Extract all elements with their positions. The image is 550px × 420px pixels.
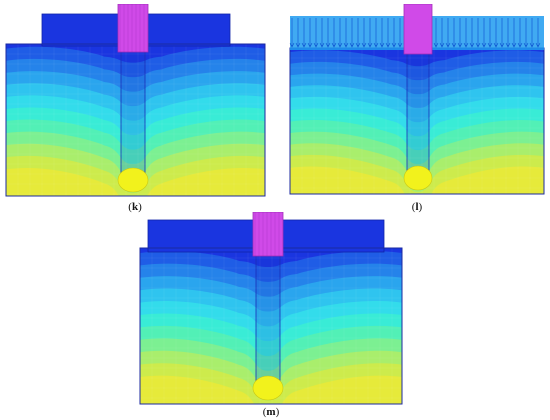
load-arrow [487,18,493,48]
caption-l: (l) [411,201,423,213]
contour-plot-k [5,4,266,197]
load-arrow [337,18,343,48]
load-arrow [343,18,349,48]
contour-band [6,44,265,63]
load-arrow [439,18,445,48]
load-arrow [391,18,397,48]
load-arrow [445,18,451,48]
pile-tip-bulb [252,375,284,401]
load-arrow [451,18,457,48]
load-arrow [493,18,499,48]
load-arrow [355,18,361,48]
load-arrow [475,18,481,48]
load-arrow [331,18,337,48]
load-arrow [319,18,325,48]
load-arrow [505,18,511,48]
load-arrow [523,18,529,48]
load-arrow [325,18,331,48]
contour-plot-m [139,212,403,405]
load-arrow [307,18,313,48]
load-arrow [517,18,523,48]
soil-contours [6,44,265,196]
load-arrow [529,18,535,48]
load-arrow [397,18,403,48]
load-arrow [499,18,505,48]
load-arrow [367,18,373,48]
panel-l [288,4,546,198]
load-arrow [457,18,463,48]
load-arrow [463,18,469,48]
load-arrow [511,18,517,48]
panel-k [4,4,266,198]
load-arrow [313,18,319,48]
contour-band [140,248,402,267]
pile-shaft [406,48,430,173]
load-arrow [295,18,301,48]
contour-plot-l [289,4,545,195]
load-arrow [289,18,295,48]
load-arrow [349,18,355,48]
pile-cap [403,4,433,55]
load-arrow [535,18,541,48]
pile-tip-bulb [117,167,149,193]
load-arrow [301,18,307,48]
contour-band [290,48,544,67]
load-arrow [433,18,439,48]
soil-contours [290,48,544,194]
pile-shaft [120,44,146,175]
load-arrow [361,18,367,48]
panel-m [138,212,404,406]
load-arrow [481,18,487,48]
load-arrow [373,18,379,48]
load-arrow [385,18,391,48]
caption-m: (m) [262,406,280,418]
caption-k: (k) [128,201,142,213]
pile-cap [117,4,149,53]
load-arrow [379,18,385,48]
pile-cap [252,212,284,257]
pile-tip-bulb [403,165,433,191]
soil-contours [140,248,402,404]
load-arrow [469,18,475,48]
